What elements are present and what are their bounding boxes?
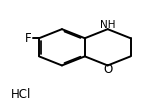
Text: NH: NH [100,20,115,30]
Text: O: O [103,63,112,76]
Text: F: F [25,32,32,45]
Text: HCl: HCl [11,88,31,101]
